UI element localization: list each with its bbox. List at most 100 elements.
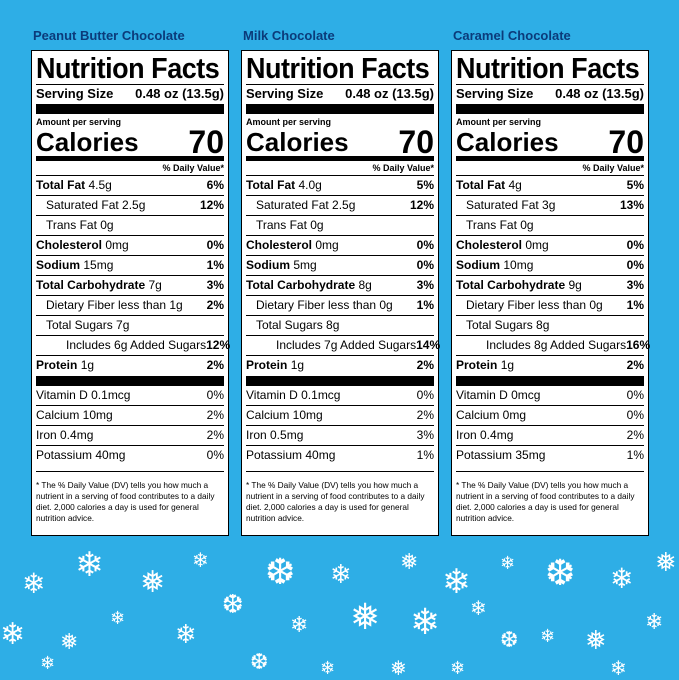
divider-thick — [36, 104, 224, 114]
nutrition-facts-title: Nutrition Facts — [456, 53, 640, 85]
nutrient-row: Trans Fat 0g — [456, 215, 644, 235]
nutrient-row: Protein 1g 2% — [246, 355, 434, 375]
vitamin-row: Iron 0.4mg 2% — [456, 425, 644, 445]
nutrient-row: Sodium 15mg 1% — [36, 255, 224, 275]
nutrient-row: Includes 8g Added Sugars 16% — [456, 335, 650, 355]
daily-value-header: % Daily Value* — [582, 163, 644, 173]
nutrient-row: Total Sugars 8g — [246, 315, 434, 335]
nutrient-row: Cholesterol 0mg 0% — [36, 235, 224, 255]
vitamin-row: Vitamin D 0.1mcg 0% — [246, 388, 434, 402]
daily-value-header: % Daily Value* — [162, 163, 224, 173]
footnote: * The % Daily Value (DV) tells you how m… — [246, 471, 434, 524]
vitamin-row: Iron 0.4mg 2% — [36, 425, 224, 445]
vitamin-row: Vitamin D 0mcg 0% — [456, 388, 644, 402]
snowflake-icon: ❄ — [22, 567, 46, 600]
footnote: * The % Daily Value (DV) tells you how m… — [36, 471, 224, 524]
nutrient-row: Cholesterol 0mg 0% — [246, 235, 434, 255]
nutrient-row: Cholesterol 0mg 0% — [456, 235, 644, 255]
snowflake-icon: ❄ — [330, 560, 352, 590]
vitamin-row: Iron 0.5mg 3% — [246, 425, 434, 445]
product-title: Milk Chocolate — [243, 28, 335, 43]
snowflake-icon: ❄ — [175, 620, 197, 650]
snowflake-icon: ❄ — [40, 653, 56, 674]
serving-size: Serving Size 0.48 oz (13.5g) — [246, 84, 434, 101]
vitamin-row: Potassium 35mg 1% — [456, 445, 644, 465]
nutrition-facts-title: Nutrition Facts — [36, 53, 220, 85]
snowflake-icon: ❄ — [540, 626, 556, 647]
snowflake-icon: ❆ — [250, 650, 269, 675]
nutrient-row: Total Carbohydrate 7g 3% — [36, 275, 224, 295]
nutrient-row: Dietary Fiber less than 1g 2% — [36, 295, 224, 315]
snowflake-icon: ❄ — [290, 613, 309, 638]
footnote: * The % Daily Value (DV) tells you how m… — [456, 471, 644, 524]
amount-per-serving: Amount per serving — [36, 117, 122, 127]
calories-row: Calories 70 — [246, 124, 434, 160]
nutrient-row: Sodium 10mg 0% — [456, 255, 644, 275]
snowflake-icon: ❄ — [75, 545, 104, 585]
snowflake-icon: ❅ — [140, 565, 166, 600]
snowflake-icon: ❅ — [390, 656, 407, 680]
nutrient-row: Total Carbohydrate 8g 3% — [246, 275, 434, 295]
product-title: Caramel Chocolate — [453, 28, 571, 43]
divider-medium — [456, 156, 644, 161]
nutrient-row: Sodium 5mg 0% — [246, 255, 434, 275]
snowflake-icon: ❄ — [110, 608, 126, 629]
snowflake-icon: ❅ — [585, 626, 607, 656]
snowflake-icon: ❄ — [442, 562, 471, 602]
vitamin-row: Calcium 10mg 2% — [246, 405, 434, 425]
nutrient-row: Total Sugars 7g — [36, 315, 224, 335]
nutrient-row: Protein 1g 2% — [456, 355, 644, 375]
vitamin-row: Calcium 10mg 2% — [36, 405, 224, 425]
divider-thick — [246, 104, 434, 114]
divider-thick — [246, 376, 434, 386]
nutrient-row: Dietary Fiber less than 0g 1% — [456, 295, 644, 315]
snowflake-icon: ❄ — [192, 548, 209, 572]
snowflake-icon: ❅ — [400, 550, 419, 575]
nutrient-row: Total Fat 4.5g 6% — [36, 175, 224, 195]
divider-thick — [456, 376, 644, 386]
divider-thick — [36, 376, 224, 386]
vitamin-row: Potassium 40mg 1% — [246, 445, 434, 465]
snowflake-icon: ❄ — [610, 562, 634, 595]
snowflake-icon: ❆ — [545, 553, 576, 594]
nutrient-row: Saturated Fat 3g 13% — [456, 195, 644, 215]
snowflake-icon: ❅ — [350, 597, 381, 638]
snowflake-icon: ❄ — [320, 658, 336, 679]
nutrition-label: Nutrition Facts Serving Size 0.48 oz (13.… — [31, 50, 230, 536]
nutrient-row: Saturated Fat 2.5g 12% — [246, 195, 434, 215]
snowflake-icon: ❄ — [470, 596, 487, 620]
snowflake-icon: ❆ — [222, 590, 244, 620]
nutrition-label: Nutrition Facts Serving Size 0.48 oz (13.… — [451, 50, 650, 536]
nutrient-row: Total Fat 4.0g 5% — [246, 175, 434, 195]
serving-size: Serving Size 0.48 oz (13.5g) — [456, 84, 644, 101]
snowflake-icon: ❄ — [500, 553, 516, 574]
snowflake-icon: ❄ — [450, 658, 466, 679]
nutrient-row: Includes 7g Added Sugars 14% — [246, 335, 440, 355]
snowflake-icon: ❄ — [0, 617, 26, 652]
snowflake-icon: ❆ — [500, 628, 519, 653]
snowflake-icon: ❄ — [610, 656, 627, 680]
nutrient-row: Total Carbohydrate 9g 3% — [456, 275, 644, 295]
nutrient-row: Total Sugars 8g — [456, 315, 644, 335]
divider-medium — [246, 156, 434, 161]
product-title: Peanut Butter Chocolate — [33, 28, 185, 43]
nutrition-facts-title: Nutrition Facts — [246, 53, 430, 85]
snowflake-icon: ❅ — [60, 630, 79, 655]
nutrient-row: Trans Fat 0g — [36, 215, 224, 235]
snowflake-icon: ❅ — [655, 548, 677, 578]
nutrient-row: Includes 6g Added Sugars 12% — [36, 335, 230, 355]
daily-value-header: % Daily Value* — [372, 163, 434, 173]
nutrient-row: Total Fat 4g 5% — [456, 175, 644, 195]
amount-per-serving: Amount per serving — [456, 117, 542, 127]
serving-size: Serving Size 0.48 oz (13.5g) — [36, 84, 224, 101]
calories-row: Calories 70 — [456, 124, 644, 160]
divider-medium — [36, 156, 224, 161]
amount-per-serving: Amount per serving — [246, 117, 332, 127]
divider-thick — [456, 104, 644, 114]
nutrition-label: Nutrition Facts Serving Size 0.48 oz (13.… — [241, 50, 440, 536]
snowflake-icon: ❄ — [410, 602, 441, 643]
nutrient-row: Trans Fat 0g — [246, 215, 434, 235]
nutrient-row: Dietary Fiber less than 0g 1% — [246, 295, 434, 315]
snowflake-icon: ❆ — [265, 552, 296, 593]
snowflake-icon: ❄ — [645, 610, 664, 635]
